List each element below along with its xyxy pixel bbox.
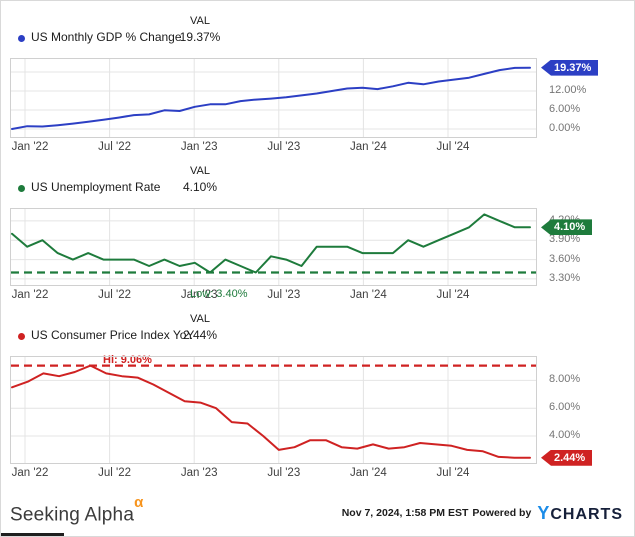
y-axis-tick-label: 3.30%: [549, 271, 581, 284]
plot-area-unemployment: [10, 208, 537, 286]
y-axis-tick-label: 6.00%: [549, 103, 581, 115]
last-value-badge: 19.37%: [541, 59, 599, 76]
line-chart-cpi: Hi: 9.06%: [10, 354, 537, 464]
series-dot-unemployment: [18, 185, 25, 192]
last-value-badge: 2.44%: [541, 449, 593, 466]
x-axis-tick-label: Jan '24: [350, 289, 387, 301]
x-axis-tick-label: Jul '22: [98, 467, 132, 479]
dashed-line-label: Hi: 9.06%: [103, 354, 152, 366]
x-axis-tick-label: Jan '23: [180, 289, 218, 301]
x-axis-unemployment: Jan '22 Jul '22 Jan '23 Jul '23 Jan '24 Jul '…: [10, 288, 537, 304]
x-axis-cpi: Jan '22 Jul '22 Jan '23 Jul '23 Jan '24 Jul '…: [10, 466, 537, 482]
y-axis-tick-label: 12.00%: [549, 84, 587, 96]
series-value-unemployment: 4.10%: [182, 180, 218, 194]
x-axis-tick-label: Jul '23: [267, 289, 301, 301]
series-dot-cpi: [18, 333, 25, 340]
legend-unemployment: VAL US Unemployment Rate 4.10%: [10, 164, 634, 198]
x-axis-tick-label: Jan '24: [350, 141, 387, 153]
y-axis-tick-label: 6.00%: [549, 401, 581, 414]
seeking-alpha-wordmark: Seeking Alpha: [10, 504, 135, 526]
series-name-cpi: US Consumer Price Index YoY: [31, 328, 195, 342]
val-column-header: VAL: [190, 313, 210, 325]
plot-area-cpi: Hi: 9.06%: [10, 354, 537, 464]
chart-section-gdp: VAL US Monthly GDP % Change 19.37% 12.00…: [10, 14, 634, 156]
line-chart-gdp: [10, 58, 537, 138]
ycharts-wordmark: CHARTS: [550, 505, 623, 523]
ycharts-logo: YCHARTS: [537, 503, 623, 524]
x-axis-tick-label: Jan '22: [11, 141, 49, 153]
x-axis-tick-label: Jul '23: [267, 467, 301, 479]
x-axis-tick-label: Jul '22: [98, 141, 132, 153]
x-axis-tick-label: Jan '22: [11, 467, 49, 479]
x-axis-tick-label: Jan '23: [180, 141, 218, 153]
line-chart-unemployment: [10, 208, 537, 286]
powered-by-label: Powered by: [472, 507, 532, 519]
x-axis-tick-label: Jul '23: [267, 141, 301, 153]
plot-area-gdp: [10, 58, 537, 138]
last-value-badge: 4.10%: [541, 219, 593, 236]
legend-gdp: VAL US Monthly GDP % Change 19.37%: [10, 14, 634, 48]
series-name-unemployment: US Unemployment Rate: [31, 180, 161, 194]
series-dot-gdp: [18, 35, 25, 42]
footer: Seeking Alphaα Nov 7, 2024, 1:58 PM EST …: [10, 494, 628, 532]
series-name-gdp: US Monthly GDP % Change: [31, 30, 182, 44]
y-axis-gdp: 12.00% 6.00% 0.00% 19.37%: [537, 58, 627, 138]
alpha-symbol: α: [134, 493, 144, 511]
legend-cpi: VAL US Consumer Price Index YoY 2.44%: [10, 312, 634, 346]
y-axis-cpi: 8.00% 6.00% 4.00% 2.44%: [537, 356, 627, 466]
chart-section-unemployment: VAL US Unemployment Rate 4.10% 4.20%3.90…: [10, 164, 634, 304]
y-axis-tick-label: 3.60%: [549, 252, 581, 265]
ycharts-y-mark: Y: [537, 502, 551, 523]
y-axis-tick-label: 8.00%: [549, 373, 581, 386]
x-axis-tick-label: Jan '23: [180, 467, 218, 479]
series-value-cpi: 2.44%: [182, 328, 218, 342]
x-axis-gdp: Jan '22 Jul '22 Jan '23 Jul '23 Jan '24 Jul '…: [10, 140, 537, 156]
y-axis-tick-label: 4.00%: [549, 429, 581, 442]
dashed-line-label: Low: 3.40%: [190, 288, 248, 300]
bottom-left-dark-bar: [1, 533, 64, 536]
seeking-alpha-logo: Seeking Alphaα: [10, 494, 144, 526]
timestamp: Nov 7, 2024, 1:58 PM EST: [341, 507, 469, 519]
series-value-gdp: 19.37%: [179, 30, 221, 44]
y-axis-tick-label: 3.90%: [549, 233, 581, 246]
x-axis-tick-label: Jan '22: [11, 289, 49, 301]
x-axis-tick-label: Jan '24: [350, 467, 387, 479]
y-axis-tick-label: 0.00%: [549, 122, 581, 134]
x-axis-tick-label: Jul '24: [436, 467, 470, 479]
chart-section-cpi: VAL US Consumer Price Index YoY 2.44% Hi…: [10, 312, 634, 482]
x-axis-tick-label: Jul '24: [436, 141, 470, 153]
y-axis-unemployment: 4.20%3.90%3.60%3.30%4.10%: [537, 208, 627, 286]
x-axis-tick-label: Jul '24: [436, 289, 470, 301]
footer-attribution: Nov 7, 2024, 1:58 PM EST Powered by YCHA…: [342, 503, 623, 524]
val-column-header: VAL: [190, 15, 210, 27]
val-column-header: VAL: [190, 165, 210, 177]
x-axis-tick-label: Jul '22: [98, 289, 132, 301]
